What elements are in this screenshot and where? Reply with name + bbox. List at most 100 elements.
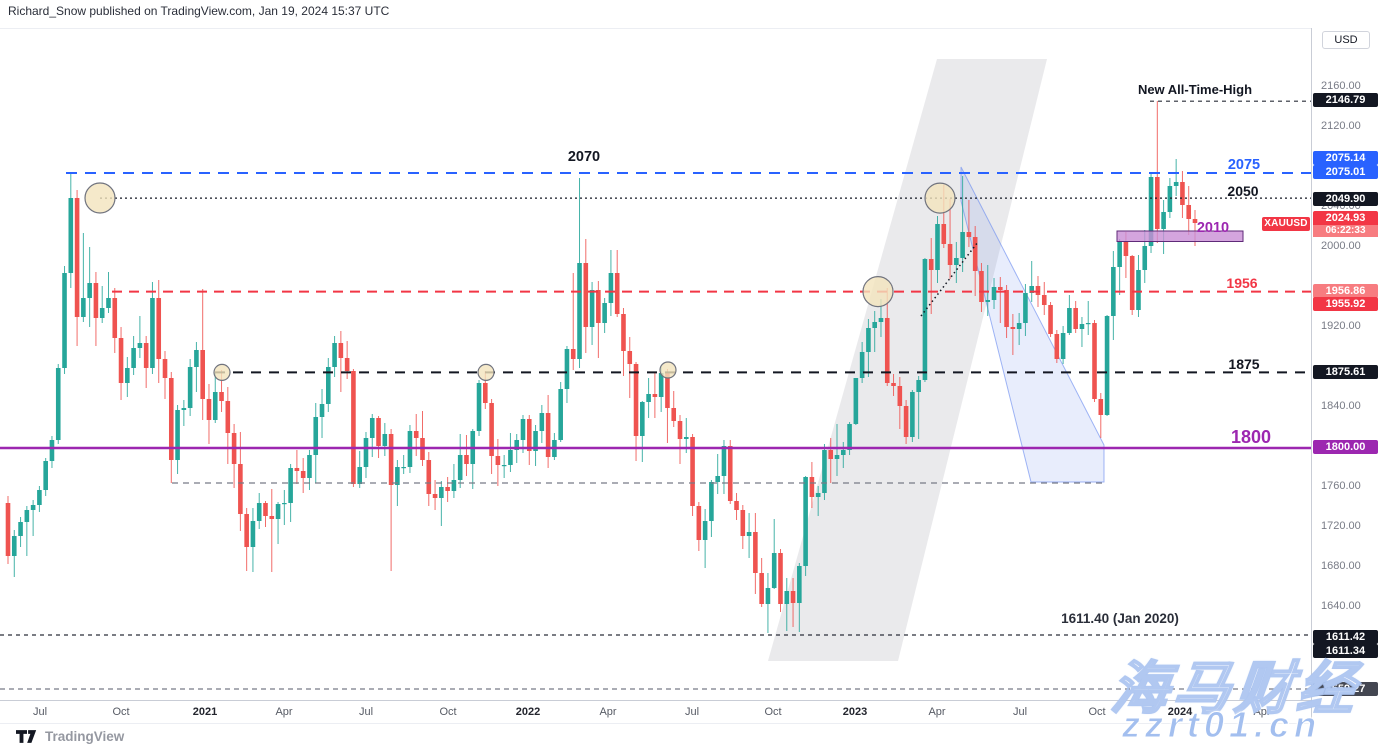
highlight-circle[interactable] <box>659 361 677 379</box>
candle[interactable] <box>696 506 702 540</box>
candle[interactable] <box>432 494 438 498</box>
candle[interactable] <box>319 404 325 417</box>
candle[interactable] <box>765 588 771 604</box>
candle[interactable] <box>545 413 551 457</box>
candle[interactable] <box>1111 267 1116 316</box>
candle[interactable] <box>602 303 607 323</box>
candle[interactable] <box>715 476 720 482</box>
candle[interactable] <box>815 493 821 497</box>
candle[interactable] <box>1098 399 1104 415</box>
candle[interactable] <box>935 224 940 270</box>
highlight-circle[interactable] <box>84 182 116 214</box>
candle[interactable] <box>24 510 30 522</box>
candle[interactable] <box>294 468 300 471</box>
candle[interactable] <box>954 258 959 265</box>
candle[interactable] <box>476 383 482 431</box>
candle[interactable] <box>665 373 670 408</box>
candle[interactable] <box>288 468 293 503</box>
candle[interactable] <box>137 343 143 348</box>
candle[interactable] <box>1023 293 1028 323</box>
candle[interactable] <box>998 287 1003 290</box>
candle[interactable] <box>520 419 526 440</box>
candle[interactable] <box>828 450 834 459</box>
candle[interactable] <box>809 477 815 497</box>
candle[interactable] <box>156 298 162 359</box>
candle[interactable] <box>853 378 859 424</box>
chart-label[interactable]: New All-Time-High <box>1138 82 1252 97</box>
candle[interactable] <box>859 352 865 378</box>
candle[interactable] <box>1192 219 1198 223</box>
candle[interactable] <box>526 419 532 451</box>
highlight-circle[interactable] <box>862 276 894 308</box>
candle[interactable] <box>539 413 545 431</box>
candle[interactable] <box>966 232 972 237</box>
candle[interactable] <box>426 460 432 494</box>
candle[interactable] <box>709 482 714 521</box>
candle[interactable] <box>1123 242 1129 256</box>
candle[interactable] <box>1180 182 1185 205</box>
candle[interactable] <box>439 487 444 498</box>
candle[interactable] <box>351 371 356 484</box>
candle[interactable] <box>753 532 758 573</box>
candle[interactable] <box>200 350 205 399</box>
candle[interactable] <box>395 467 400 485</box>
candle[interactable] <box>37 490 42 505</box>
candle[interactable] <box>790 591 796 603</box>
candle[interactable] <box>1085 323 1091 325</box>
chart-plot-area[interactable]: New All-Time-High 2070 2075 2050 2010 1956 187… <box>0 28 1311 701</box>
price-chart[interactable]: New All-Time-High 2070 2075 2050 2010 1956 187… <box>0 29 1311 701</box>
candle[interactable] <box>1060 333 1066 359</box>
candle[interactable] <box>640 402 645 436</box>
candle[interactable] <box>1142 246 1148 270</box>
candle[interactable] <box>759 573 764 604</box>
candle[interactable] <box>489 403 494 456</box>
candle[interactable] <box>840 450 846 455</box>
candle[interactable] <box>671 408 677 421</box>
candle[interactable] <box>43 461 48 490</box>
candle[interactable] <box>464 455 469 464</box>
candle[interactable] <box>589 290 595 327</box>
candle[interactable] <box>106 298 111 308</box>
candle[interactable] <box>112 298 118 338</box>
candle[interactable] <box>376 418 381 446</box>
candle[interactable] <box>5 503 11 556</box>
candle[interactable] <box>985 300 991 302</box>
candle[interactable] <box>87 283 92 298</box>
candle[interactable] <box>690 437 695 506</box>
candle[interactable] <box>93 283 99 318</box>
candle[interactable] <box>514 440 520 450</box>
candle[interactable] <box>118 338 124 383</box>
candle[interactable] <box>897 386 903 406</box>
price-axis[interactable]: USD 2160.00 2120.00 2040.00 2000.00 1920.00 1… <box>1311 28 1379 722</box>
candle[interactable] <box>1010 327 1016 329</box>
candle[interactable] <box>1186 205 1192 219</box>
candle[interactable] <box>614 273 620 314</box>
candle[interactable] <box>702 521 708 540</box>
candle[interactable] <box>1117 242 1122 267</box>
candle[interactable] <box>181 408 187 410</box>
candle[interactable] <box>388 434 394 485</box>
candle[interactable] <box>734 501 739 510</box>
candle[interactable] <box>1041 295 1047 305</box>
candle[interactable] <box>564 349 570 389</box>
tradingview-logo-icon[interactable] <box>16 730 38 743</box>
candle[interactable] <box>1004 290 1009 327</box>
candle[interactable] <box>369 418 375 438</box>
candle[interactable] <box>847 424 852 450</box>
candle[interactable] <box>903 406 909 437</box>
currency-toggle-button[interactable]: USD <box>1322 31 1370 49</box>
candle[interactable] <box>972 237 978 271</box>
candle[interactable] <box>583 263 589 327</box>
candle[interactable] <box>1054 334 1060 359</box>
candle[interactable] <box>11 536 17 556</box>
candle[interactable] <box>1073 308 1078 329</box>
candle[interactable] <box>627 351 633 364</box>
candle[interactable] <box>18 522 23 536</box>
candle[interactable] <box>1129 256 1135 310</box>
highlight-circle[interactable] <box>477 363 495 381</box>
candle[interactable] <box>771 553 777 588</box>
candle[interactable] <box>884 318 890 383</box>
candle[interactable] <box>784 591 790 604</box>
candle[interactable] <box>81 298 86 317</box>
candle[interactable] <box>621 314 626 351</box>
